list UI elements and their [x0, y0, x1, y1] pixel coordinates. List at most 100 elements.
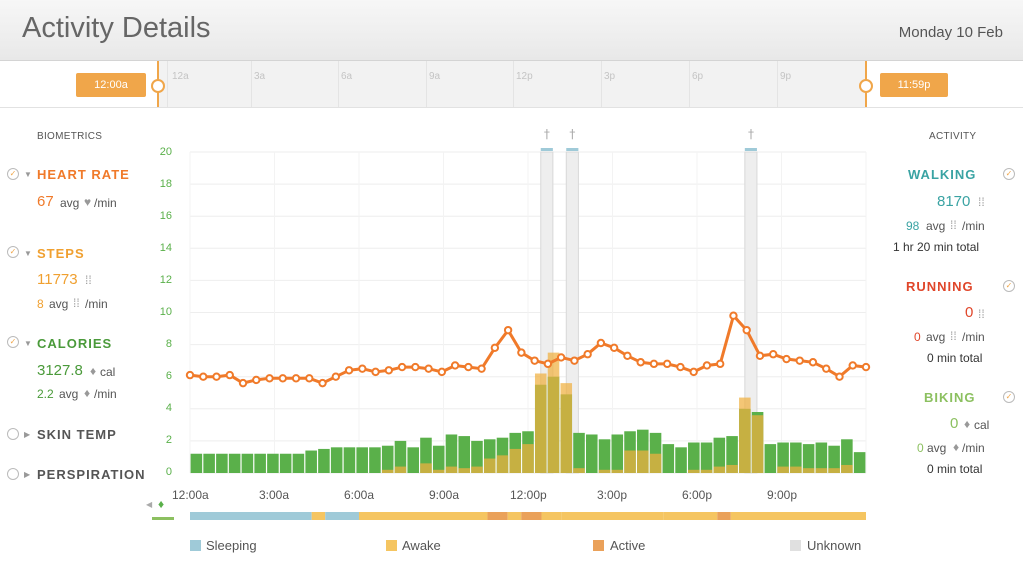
heart-rate-point: [265, 374, 274, 383]
heart-rate-point: [848, 361, 857, 370]
calories-bar: [649, 432, 662, 473]
calories-bar: [216, 453, 228, 473]
steps-avg-value: 8: [37, 297, 44, 311]
legend-sleeping: Sleeping: [206, 538, 257, 553]
running-checkbox[interactable]: ✓: [1003, 280, 1015, 292]
expand-triangle-icon[interactable]: ▼: [24, 249, 32, 258]
heart-rate-point: [384, 366, 394, 375]
biking-checkbox[interactable]: ✓: [1003, 391, 1015, 403]
steps-per: /min: [85, 297, 108, 311]
heart-rate-point: [822, 364, 831, 373]
y-tick-label: 6: [165, 370, 172, 382]
steps-bar: [790, 466, 802, 473]
perspiration-label[interactable]: PERSPIRATION: [37, 467, 146, 482]
heart-rate-point: [662, 359, 672, 369]
calories-bar: [751, 412, 764, 473]
calories-checkbox[interactable]: ✓: [7, 336, 19, 348]
scroll-indicator[interactable]: [152, 517, 174, 520]
timeline-track[interactable]: [158, 61, 866, 107]
calories-bar: [292, 453, 305, 473]
drop-icon: ♦: [158, 497, 165, 511]
heart-rate-point: [609, 343, 619, 353]
calories-avg-value: 2.2: [37, 387, 54, 401]
running-per: /min: [962, 330, 985, 344]
steps-bar: [471, 466, 483, 473]
timeline-tick: [251, 61, 252, 107]
biking-label[interactable]: BIKING: [924, 390, 976, 405]
x-tick-label: 3:00p: [597, 488, 628, 502]
heart-rate-point: [185, 370, 195, 380]
walking-checkbox[interactable]: ✓: [1003, 168, 1015, 180]
scroll-left-icon[interactable]: ◀: [146, 500, 153, 509]
heart-rate-point: [278, 374, 287, 383]
calories-bar: [394, 440, 407, 473]
timeline-tick-label: 9p: [780, 71, 792, 82]
heart-rate-label[interactable]: HEART RATE: [37, 167, 130, 182]
legend-swatch-active: [593, 540, 604, 551]
timeline-scrubber[interactable]: 12a 3a 6a 9a 12p 3p 6p 9p 12:00a 11:59p: [0, 61, 1023, 108]
activity-band-segment: [561, 512, 664, 520]
footprints-icon: ⁞⁞: [950, 218, 957, 232]
footprints-icon: ⁞⁞: [978, 195, 985, 209]
heart-rate-point: [782, 354, 791, 364]
steps-bar: [841, 464, 853, 473]
steps-checkbox[interactable]: ✓: [7, 246, 19, 258]
skin-temp-label[interactable]: SKIN TEMP: [37, 427, 117, 442]
flame-icon: ♦: [953, 440, 960, 454]
walking-label[interactable]: WALKING: [908, 167, 977, 182]
expand-triangle-icon[interactable]: ▶: [24, 470, 31, 479]
walking-avg-value: 98: [906, 219, 920, 233]
biking-avg-value: 0: [917, 441, 924, 455]
steps-label[interactable]: STEPS: [37, 246, 85, 261]
timeline-tick: [513, 61, 514, 107]
calories-label[interactable]: CALORIES: [37, 336, 113, 351]
heart-rate-point: [729, 311, 738, 320]
heart-rate-point: [225, 370, 234, 380]
start-handle-knob[interactable]: [151, 79, 165, 93]
calories-bar: [356, 447, 368, 473]
expand-triangle-icon[interactable]: ▼: [24, 170, 32, 179]
heart-rate-point: [344, 366, 354, 375]
date-label[interactable]: Monday 10 Feb: [898, 24, 1003, 41]
heart-rate-point: [291, 374, 301, 383]
steps-bar: [483, 458, 496, 473]
end-handle-knob[interactable]: [859, 79, 873, 93]
steps-bar: [534, 373, 547, 473]
start-time-handle[interactable]: 12:00a: [76, 73, 146, 97]
end-time-handle[interactable]: 11:59p: [880, 73, 948, 97]
expand-triangle-icon[interactable]: ▶: [24, 430, 31, 439]
calories-bar: [713, 437, 726, 473]
expand-triangle-icon[interactable]: ▼: [24, 339, 32, 348]
y-tick-label: 4: [165, 402, 172, 414]
footprints-icon: ⁞⁞: [978, 307, 985, 321]
walking-marker: [566, 148, 579, 151]
heart-rate-point: [199, 372, 208, 381]
steps-bar: [611, 469, 624, 473]
running-label[interactable]: RUNNING: [906, 279, 974, 294]
heart-rate-checkbox[interactable]: ✓: [7, 168, 19, 180]
activity-band-segment: [730, 512, 866, 520]
calories-bar: [241, 453, 254, 473]
steps-bar: [777, 466, 789, 473]
steps-bar: [496, 455, 509, 473]
x-tick-label: 12:00p: [510, 488, 547, 502]
timeline-tick-label: 3a: [254, 71, 266, 82]
heart-rate-point: [397, 362, 407, 372]
calories-bar: [611, 434, 624, 473]
walking-marker: [540, 148, 553, 151]
calories-bar: [853, 452, 866, 473]
calories-bar: [585, 434, 598, 473]
heart-rate-avg-label: avg: [60, 196, 80, 210]
perspiration-checkbox[interactable]: [7, 468, 19, 480]
biking-value: 0: [950, 415, 959, 432]
calories-bar: [203, 453, 215, 473]
calories-bar: [828, 445, 840, 473]
timeline-tick-label: 3p: [604, 71, 616, 82]
calories-bar: [688, 442, 700, 473]
skin-temp-checkbox[interactable]: [7, 428, 19, 440]
activity-band-segment: [541, 512, 562, 520]
heart-rate-per: /min: [94, 196, 117, 210]
activity-band-segment: [190, 512, 312, 520]
calories-bar: [254, 453, 266, 473]
steps-bar: [751, 415, 764, 473]
